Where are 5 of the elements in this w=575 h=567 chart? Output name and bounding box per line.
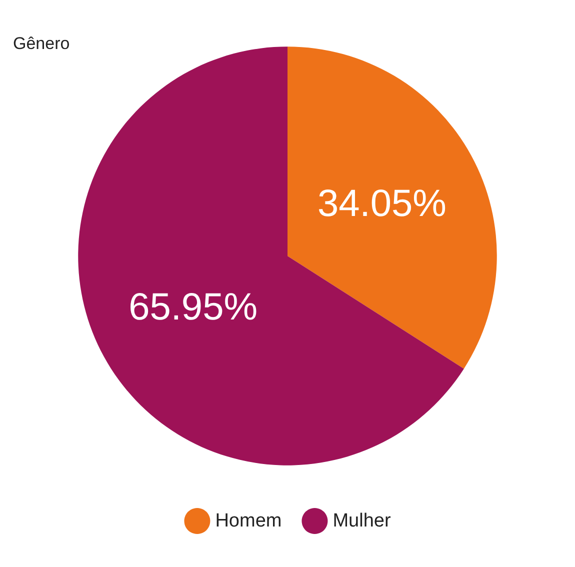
legend-label: Homem [215,510,282,532]
data-label: 34.05% [318,183,446,226]
data-label: 65.95% [128,286,258,329]
legend-label: Mulher [332,510,392,532]
chart-title: Gênero [13,34,70,53]
